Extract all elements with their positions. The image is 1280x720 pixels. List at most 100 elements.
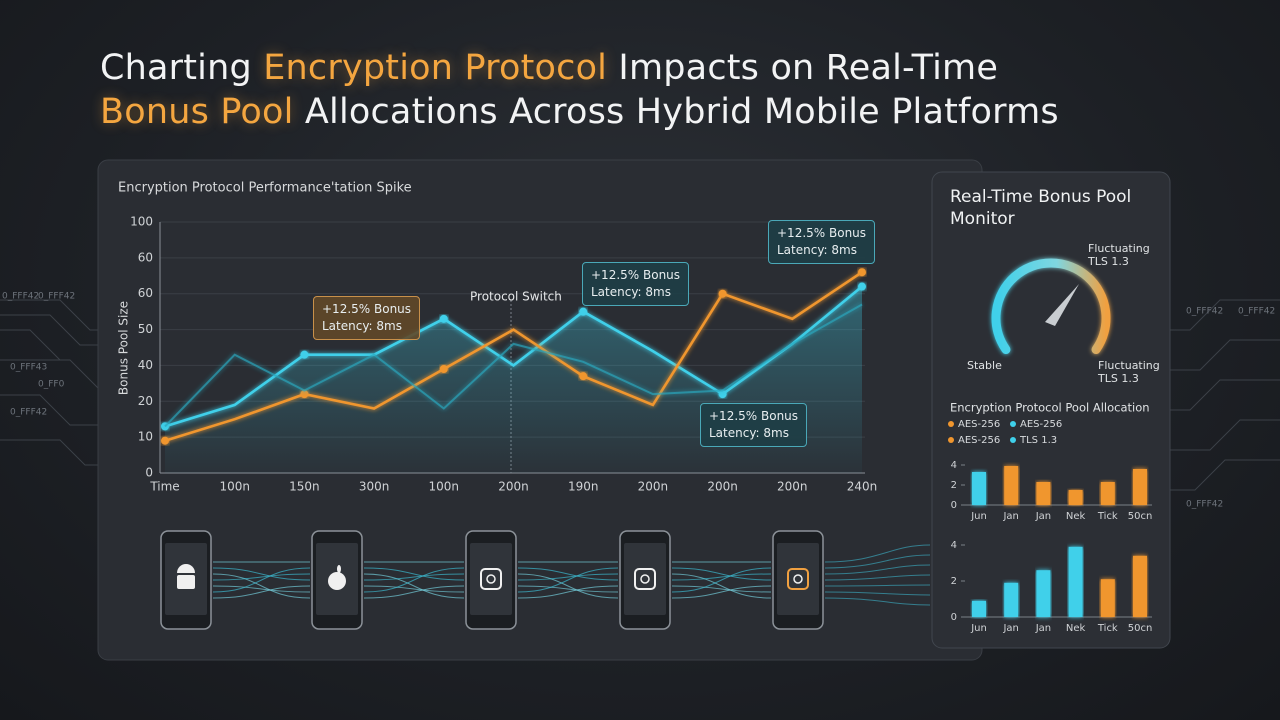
x-tick-label: 50cn	[1128, 623, 1153, 634]
gauge-arc	[991, 258, 1111, 355]
point	[300, 390, 309, 399]
app-icon	[793, 574, 803, 584]
gauge-label: Fluctuating TLS 1.3	[1088, 242, 1150, 268]
annotation-text: +12.5% Bonus	[322, 302, 412, 316]
legend-swatch	[1010, 437, 1016, 443]
background-label: 0_FFF42	[10, 408, 47, 418]
data-stream	[824, 564, 931, 575]
bar	[1004, 582, 1019, 617]
x-tick-label: Time	[149, 480, 179, 494]
title-highlight: Bonus Pool	[100, 92, 294, 132]
data-stream	[212, 585, 311, 593]
y-tick-label: 4	[951, 540, 957, 551]
bar	[1100, 482, 1115, 505]
data-stream	[363, 585, 465, 599]
point	[161, 436, 169, 445]
x-tick-label: 200n	[498, 480, 529, 494]
x-tick-label: 200n	[777, 480, 808, 494]
data-stream	[212, 567, 311, 581]
phone-screen	[777, 543, 819, 615]
data-stream	[363, 567, 465, 581]
legend-label: AES-256	[958, 419, 1000, 430]
bar	[1133, 469, 1147, 505]
data-stream	[517, 585, 619, 599]
title-line: Charting Encryption Protocol Impacts on …	[100, 46, 1200, 90]
annotation: +12.5% Bonus Latency: 8ms	[700, 403, 808, 447]
phone-screen	[624, 543, 666, 615]
legend-swatch	[1010, 421, 1016, 427]
y-tick-label: 60	[138, 250, 153, 264]
data-stream	[212, 573, 311, 581]
monitor-panel	[931, 171, 1171, 649]
phone-screen	[470, 543, 512, 615]
background-label: 0_FFF42	[1238, 307, 1275, 317]
x-tick-label: Jan	[1002, 623, 1018, 634]
title-highlight: Encryption Protocol	[263, 48, 608, 88]
annotation-subtext: Latency: 8ms	[322, 319, 402, 333]
devices	[160, 530, 931, 630]
monitor-title: Real-Time Bonus Pool Monitor	[950, 187, 1132, 229]
y-tick-label: 20	[138, 394, 153, 408]
data-stream	[517, 573, 619, 599]
x-tick-label: 200n	[638, 480, 669, 494]
data-stream	[671, 567, 772, 593]
page-title: Charting Encryption Protocol Impacts on …	[100, 46, 1200, 134]
y-tick-label: 0	[951, 612, 957, 623]
bar	[972, 472, 986, 505]
data-stream	[517, 585, 619, 593]
legend-label: AES-256	[958, 435, 1000, 446]
annotation: +12.5% Bonus Latency: 8ms	[313, 296, 421, 340]
y-tick-label: 10	[138, 430, 153, 444]
x-tick-label: 100n	[219, 480, 250, 494]
gauge-label: Fluctuating TLS 1.3	[1098, 359, 1160, 385]
data-stream	[212, 567, 311, 593]
line	[164, 303, 863, 428]
x-tick-label: Tick	[1097, 511, 1118, 522]
data-stream	[363, 585, 465, 593]
y-tick-label: 2	[951, 576, 957, 587]
x-tick-label: 100n	[429, 480, 460, 494]
point	[858, 268, 866, 277]
app-icon	[486, 574, 496, 584]
x-tick-label: Jan	[1002, 511, 1018, 522]
bar	[1068, 546, 1083, 617]
annotation-text: +12.5% Bonus	[777, 226, 867, 240]
data-stream	[824, 584, 931, 587]
bar	[972, 600, 986, 617]
y-axis-label: Bonus Pool Size	[117, 301, 131, 395]
data-stream	[824, 574, 931, 581]
annotation-subtext: Latency: 8ms	[709, 426, 789, 440]
point	[300, 350, 309, 359]
annotation-subtext: Latency: 8ms	[777, 243, 857, 257]
apple-icon	[337, 565, 341, 573]
y-tick-label: 60	[138, 286, 153, 300]
data-stream	[517, 567, 619, 581]
background-label: 0_FFF42	[1186, 307, 1223, 317]
bar	[1036, 570, 1051, 617]
data-stream	[671, 585, 772, 593]
point	[579, 372, 588, 381]
app-icon	[640, 574, 650, 584]
data-stream	[517, 573, 619, 581]
x-tick-label: Jan	[1035, 623, 1051, 634]
annotation-subtext: Latency: 8ms	[591, 285, 671, 299]
background-label: 0_FFF42	[2, 292, 39, 302]
y-tick-label: 2	[951, 480, 957, 491]
app-icon	[634, 568, 656, 590]
data-stream	[824, 554, 931, 569]
x-tick-label: Tick	[1097, 623, 1118, 634]
bar	[1068, 490, 1083, 505]
app-icon	[787, 568, 809, 590]
title-text: Charting	[100, 48, 264, 88]
point	[718, 390, 727, 399]
x-tick-label: 190n	[568, 480, 599, 494]
annotation: +12.5% Bonus Latency: 8ms	[768, 220, 876, 264]
data-stream	[671, 573, 772, 599]
bar	[1036, 482, 1051, 505]
legend-swatch	[948, 421, 954, 427]
gauge-needle	[1045, 284, 1079, 326]
data-stream	[824, 544, 931, 563]
data-stream	[212, 585, 311, 599]
annotation: Protocol Switch	[470, 290, 562, 304]
x-tick-label: Jun	[970, 511, 987, 522]
